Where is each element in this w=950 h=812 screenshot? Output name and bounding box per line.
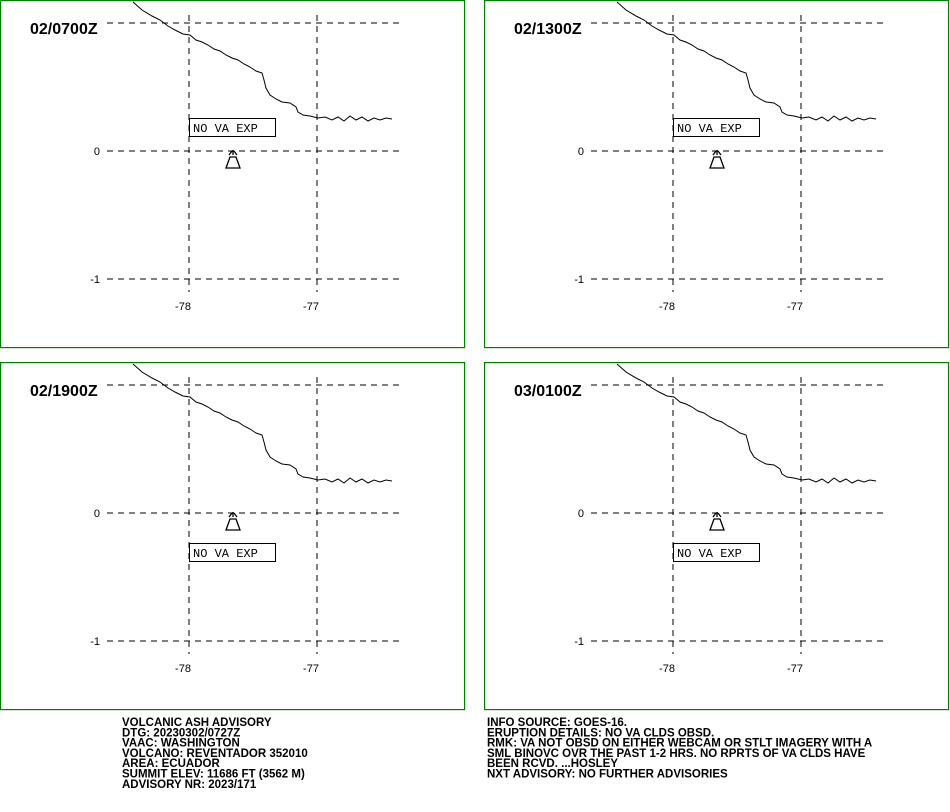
forecast-box [189,543,276,562]
map-panel: 02/1900Z 0 -1 -78 -77 NO VA EXP [0,362,466,711]
map-panel: 02/0700Z 0 -1 -78 -77 NO VA EXP [0,0,466,349]
advisory-line: SUMMIT ELEV: 11686 FT (3562 M) [122,769,305,781]
lat-label: 0 [578,508,584,520]
volcano-symbol [225,150,241,169]
advisory-line: INFO SOURCE: GOES-16. [487,717,627,729]
advisory-line: RMK: VA NOT OBSD ON EITHER WEBCAM OR STL… [487,738,872,750]
forecast-label: NO VA EXP [677,547,742,561]
advisory-line: DTG: 20230302/0727Z [122,727,240,739]
volcano-symbol [225,512,241,531]
forecast-label: NO VA EXP [193,122,258,136]
coastline [616,1,877,122]
valid-time: 02/0700Z [30,21,98,38]
forecast-box [673,543,760,562]
panel-frame [0,0,466,349]
volcano-icon [709,512,725,531]
lon-label: -77 [303,301,319,313]
lat-label: -1 [90,636,100,648]
lon-label: -77 [303,663,319,675]
volcano-icon [709,150,725,169]
volcano-icon [225,512,241,531]
coastline [616,363,877,484]
panel-frame [484,0,950,349]
valid-time: 02/1900Z [30,383,98,400]
map-panel: 03/0100Z 0 -1 -78 -77 NO VA EXP [484,362,950,711]
lat-label: -1 [574,636,584,648]
forecast-label: NO VA EXP [677,122,742,136]
lat-label: 0 [94,146,100,158]
volcano-symbol [709,150,725,169]
forecast-box [189,118,276,137]
map-panel: 02/1300Z 0 -1 -78 -77 NO VA EXP [484,0,950,349]
advisory-line: AREA: ECUADOR [122,758,220,770]
lon-label: -78 [175,301,191,313]
advisory-line: NXT ADVISORY: NO FURTHER ADVISORIES [487,769,728,781]
panel-frame [484,362,950,711]
coastline [132,1,393,122]
advisory-line: VOLCANO: REVENTADOR 352010 [122,748,308,760]
advisory-line: ERUPTION DETAILS: NO VA CLDS OBSD. [487,727,714,739]
lat-label: 0 [94,508,100,520]
lon-label: -78 [659,301,675,313]
forecast-label: NO VA EXP [193,547,258,561]
lat-label: 0 [578,146,584,158]
advisory-line: SML BINOVC OVR THE PAST 1-2 HRS. NO RPRT… [487,748,866,760]
panel-frame [0,362,466,711]
lon-label: -78 [659,663,675,675]
advisory-line: BEEN RCVD. ...HOSLEY [487,758,618,770]
advisory-line: VOLCANIC ASH ADVISORY [122,717,272,729]
valid-time: 03/0100Z [514,383,582,400]
advisory-line: ADVISORY NR: 2023/171 [122,779,257,791]
lat-label: -1 [574,274,584,286]
lon-label: -77 [787,301,803,313]
forecast-box [673,118,760,137]
lat-label: -1 [90,274,100,286]
volcano-symbol [709,512,725,531]
coastline [132,363,393,484]
valid-time: 02/1300Z [514,21,582,38]
volcano-icon [225,150,241,169]
lon-label: -77 [787,663,803,675]
lon-label: -78 [175,663,191,675]
advisory-line: VAAC: WASHINGTON [122,738,240,750]
